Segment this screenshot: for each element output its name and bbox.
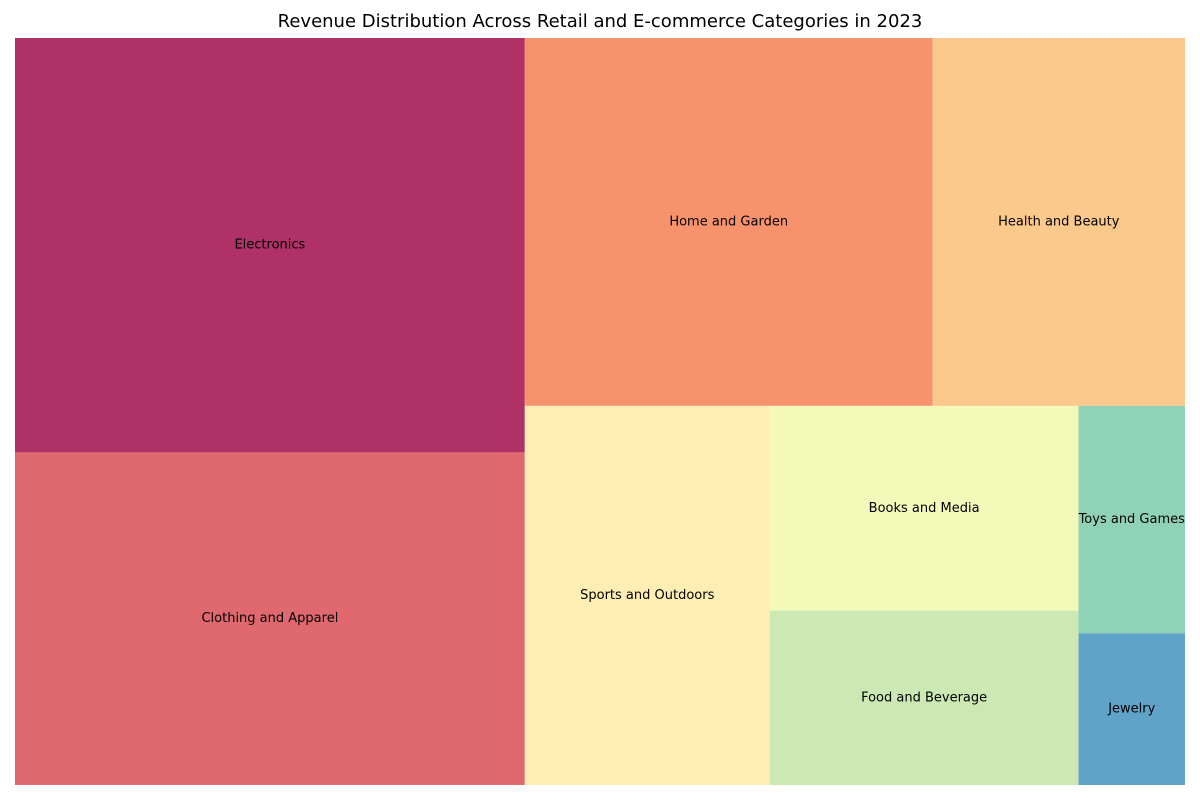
- tile-jewelry: Jewelry: [1078, 633, 1185, 785]
- tile-rect-books-and-media: [769, 405, 1079, 611]
- tile-home-and-garden: Home and Garden: [524, 38, 933, 406]
- tile-rect-clothing-and-apparel: [15, 452, 525, 785]
- tile-label-home-and-garden: Home and Garden: [669, 214, 788, 229]
- tile-electronics: Electronics: [15, 38, 525, 453]
- tile-toys-and-games: Toys and Games: [1078, 405, 1186, 634]
- tile-rect-food-and-beverage: [769, 610, 1079, 785]
- tile-label-jewelry: Jewelry: [1107, 702, 1155, 717]
- tile-label-sports-and-outdoors: Sports and Outdoors: [580, 588, 714, 603]
- chart-title: Revenue Distribution Across Retail and E…: [277, 11, 923, 32]
- tile-label-health-and-beauty: Health and Beauty: [998, 214, 1120, 229]
- tile-rect-electronics: [15, 38, 525, 453]
- tile-rect-health-and-beauty: [932, 38, 1185, 406]
- tile-health-and-beauty: Health and Beauty: [932, 38, 1185, 406]
- tile-label-toys-and-games: Toys and Games: [1078, 512, 1186, 527]
- tile-books-and-media: Books and Media: [769, 405, 1079, 611]
- tile-food-and-beverage: Food and Beverage: [769, 610, 1079, 785]
- tile-label-books-and-media: Books and Media: [869, 501, 980, 516]
- tile-clothing-and-apparel: Clothing and Apparel: [15, 452, 525, 785]
- tile-label-food-and-beverage: Food and Beverage: [861, 690, 987, 705]
- tile-sports-and-outdoors: Sports and Outdoors: [524, 405, 770, 785]
- tile-rect-jewelry: [1078, 633, 1185, 785]
- tile-label-clothing-and-apparel: Clothing and Apparel: [201, 611, 338, 626]
- tile-rect-toys-and-games: [1078, 405, 1185, 634]
- tile-label-electronics: Electronics: [234, 238, 305, 253]
- tile-rect-sports-and-outdoors: [524, 405, 770, 785]
- tile-rect-home-and-garden: [524, 38, 933, 406]
